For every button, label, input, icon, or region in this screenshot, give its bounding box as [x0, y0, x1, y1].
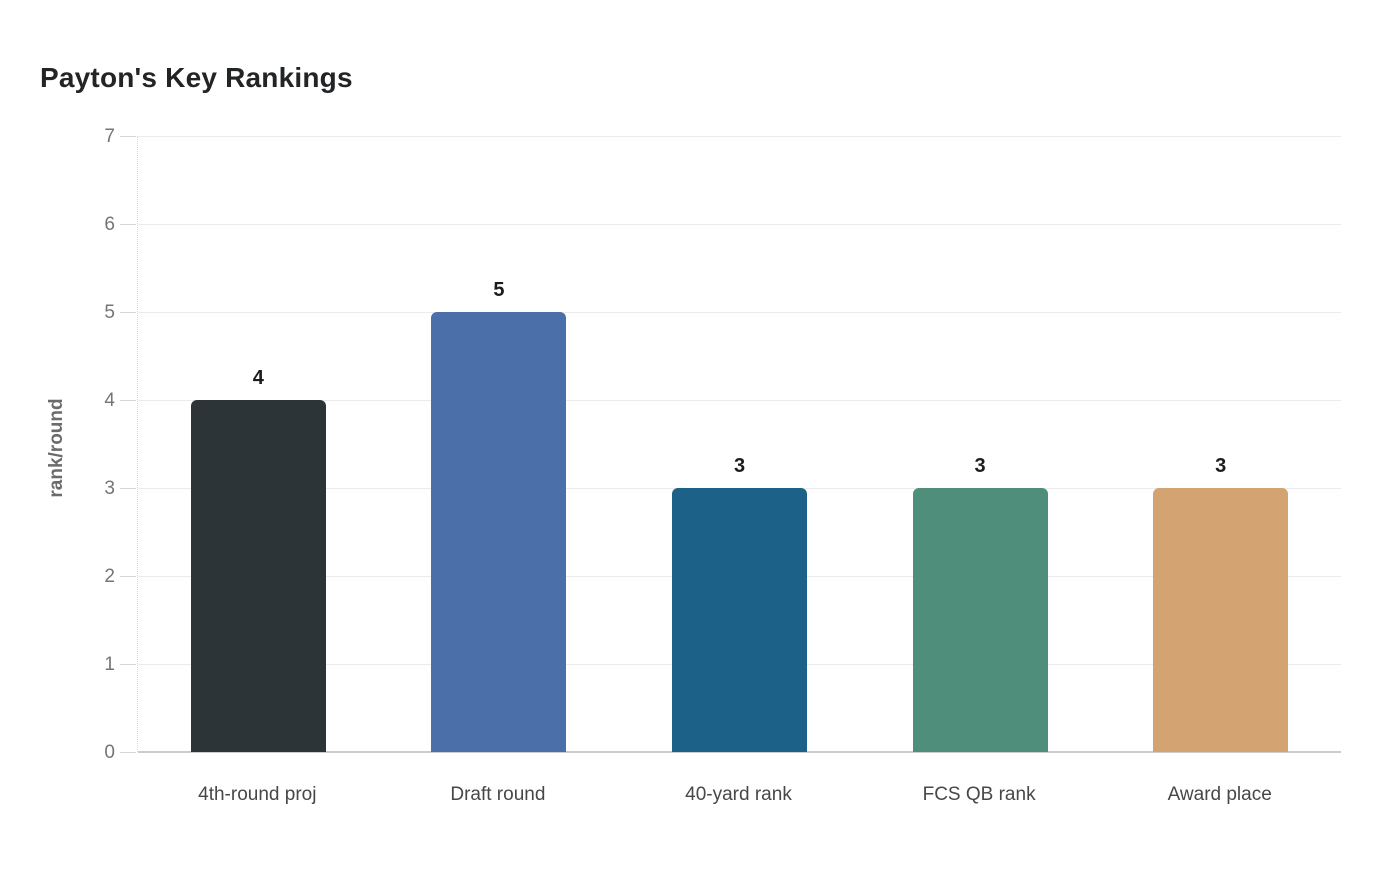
y-tick-mark-1 [120, 664, 136, 665]
gridline-y-7 [138, 136, 1341, 137]
bar-award-place [1153, 488, 1289, 752]
bar-value-label: 4 [252, 367, 264, 389]
bar-4th-round-proj [190, 400, 326, 752]
y-tick-mark-4 [120, 400, 136, 401]
y-tick-label-3: 3 [104, 478, 115, 499]
y-tick-label-7: 7 [104, 126, 115, 147]
gridline-y-6 [138, 224, 1341, 225]
y-tick-mark-6 [120, 224, 136, 225]
y-axis-title: rank/round [46, 398, 67, 498]
x-tick-label-award-place: Award place [1167, 784, 1272, 805]
bar-value-label: 3 [733, 455, 746, 477]
y-tick-label-2: 2 [104, 566, 115, 587]
y-tick-mark-3 [120, 488, 136, 489]
y-tick-mark-0 [120, 752, 136, 753]
bar-40-yard-rank [672, 488, 807, 752]
bar-fcs-qb-rank [912, 488, 1048, 752]
x-tick-label-4th-round-proj: 4th-round proj [198, 784, 317, 805]
plot-area: 4 5 3 3 3 [137, 136, 1341, 753]
y-tick-mark-2 [120, 576, 136, 577]
bar-value-label: 3 [974, 455, 986, 477]
x-tick-label-40-yard-rank: 40-yard rank [685, 784, 792, 805]
chart-title: Payton's Key Rankings [40, 62, 353, 93]
bar-draft-round [431, 312, 567, 752]
gridline-y-4 [138, 400, 1341, 401]
bar-value-label: 3 [1215, 455, 1227, 477]
x-tick-label-fcs-qb-rank: FCS QB rank [922, 784, 1036, 805]
gridline-y-5 [138, 312, 1341, 313]
gridline-y-0 [138, 751, 1341, 753]
y-tick-label-6: 6 [104, 214, 115, 235]
y-tick-label-1: 1 [104, 654, 115, 675]
y-tick-label-4: 4 [104, 390, 115, 411]
x-tick-label-draft-round: Draft round [450, 784, 546, 805]
y-tick-label-5: 5 [104, 302, 115, 323]
bar-value-label: 5 [493, 279, 505, 301]
y-tick-mark-5 [120, 312, 136, 313]
y-tick-mark-7 [120, 136, 136, 137]
y-tick-label-0: 0 [104, 742, 115, 763]
